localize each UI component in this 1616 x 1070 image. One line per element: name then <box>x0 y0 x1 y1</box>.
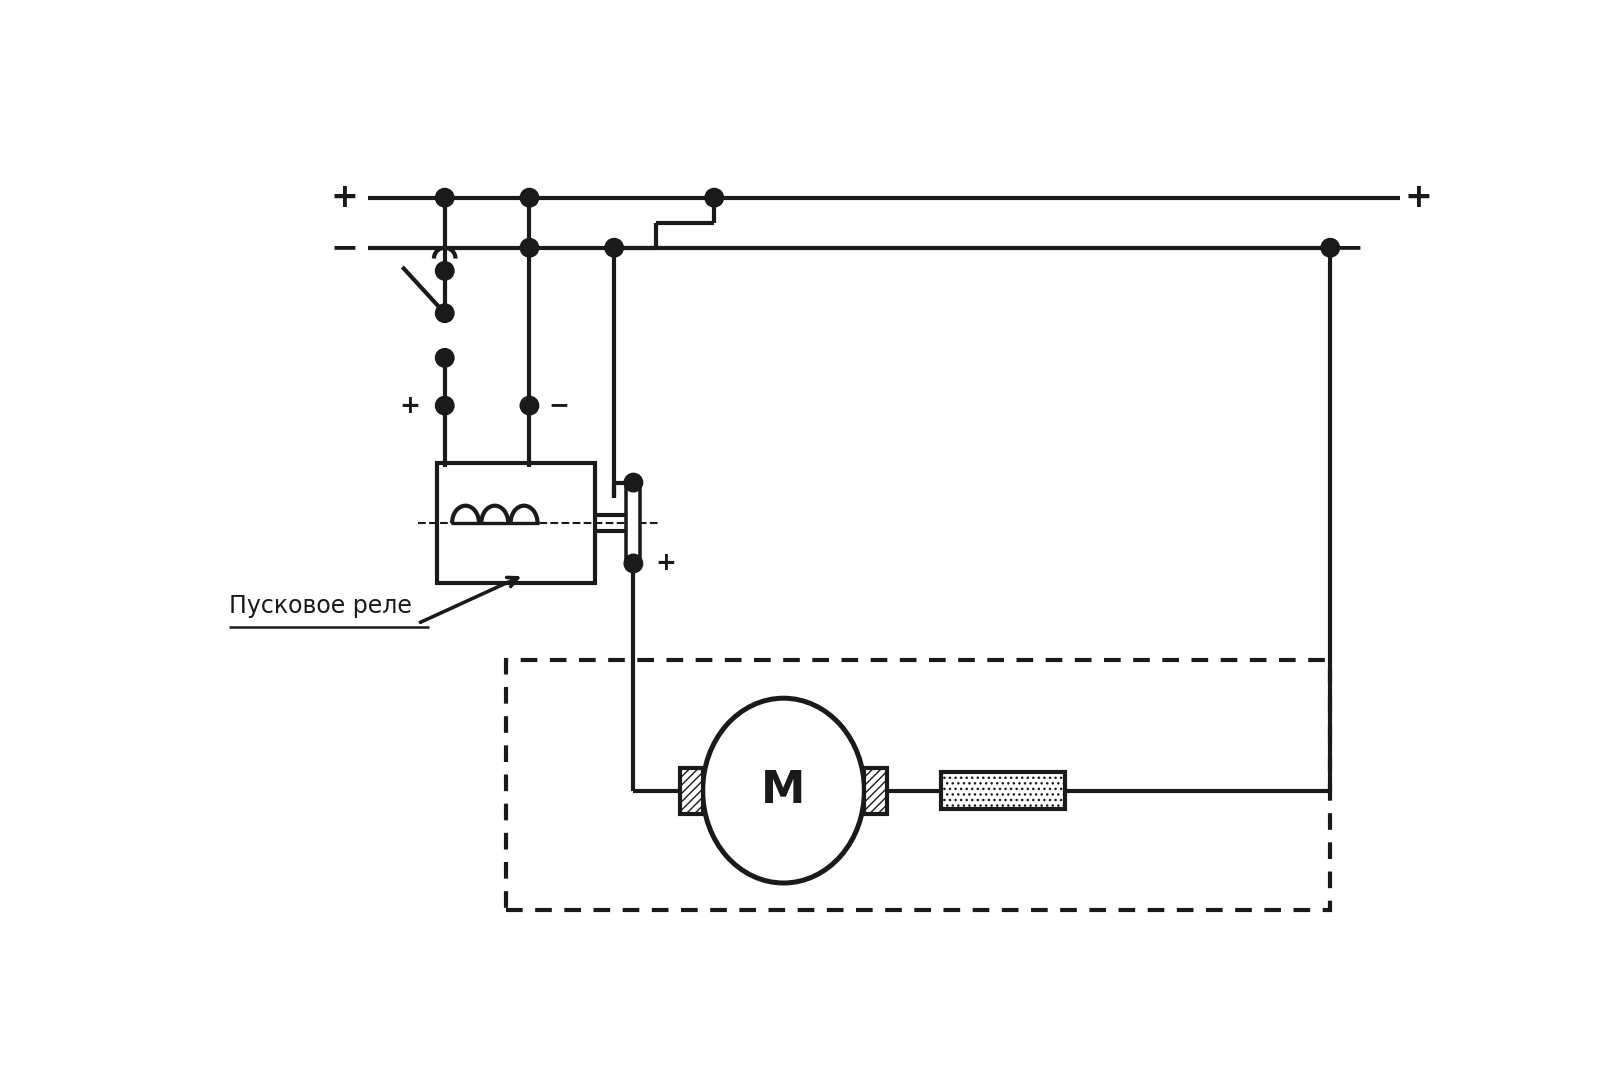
Circle shape <box>705 188 724 207</box>
Bar <box>506 660 1330 909</box>
Circle shape <box>435 261 454 280</box>
Circle shape <box>520 396 538 415</box>
Circle shape <box>520 239 538 257</box>
Bar <box>680 767 703 813</box>
Text: −: − <box>1335 231 1364 264</box>
Circle shape <box>604 239 624 257</box>
Circle shape <box>520 188 538 207</box>
Text: +: + <box>399 394 420 417</box>
Circle shape <box>435 349 454 367</box>
Bar <box>865 767 887 813</box>
Circle shape <box>1320 239 1340 257</box>
Text: −: − <box>331 231 359 264</box>
Circle shape <box>435 396 454 415</box>
Bar <box>436 463 595 583</box>
Text: M: M <box>761 769 806 812</box>
Circle shape <box>435 188 454 207</box>
Bar <box>942 773 1065 809</box>
Text: +: + <box>1404 181 1433 214</box>
Circle shape <box>435 304 454 322</box>
Circle shape <box>624 473 643 492</box>
Circle shape <box>624 554 643 572</box>
Text: +: + <box>331 181 359 214</box>
Text: +: + <box>656 551 675 576</box>
Ellipse shape <box>703 699 865 883</box>
Text: Пусковое реле: Пусковое реле <box>229 594 412 617</box>
Text: −: − <box>548 394 569 417</box>
Bar <box>627 487 640 560</box>
